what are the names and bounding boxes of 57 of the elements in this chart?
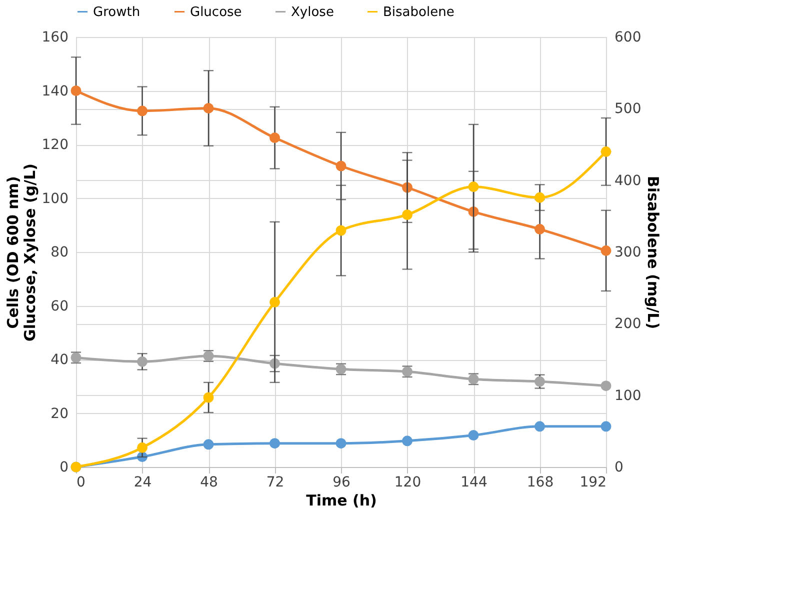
y-tick-label: 20	[50, 406, 68, 422]
point	[70, 352, 82, 363]
point	[137, 442, 148, 453]
y-tick-label: 60	[50, 298, 68, 314]
x-tick-label: 0	[76, 474, 86, 490]
y2-tick-label: 300	[614, 244, 642, 260]
point	[137, 356, 148, 367]
y2-tick-label: 400	[614, 172, 642, 189]
y2-tick-label: 500	[614, 101, 642, 118]
point	[270, 438, 280, 449]
point	[270, 132, 280, 144]
point	[600, 146, 612, 157]
legend-label: Xylose	[291, 4, 334, 20]
point	[203, 392, 214, 403]
y2-tick-label: 600	[614, 30, 642, 46]
point	[402, 436, 412, 446]
point	[468, 430, 479, 441]
point	[534, 421, 545, 432]
x-tick-label: 24	[134, 474, 152, 490]
x-tick-label: 168	[526, 474, 554, 490]
y-tick-label: 120	[42, 137, 68, 153]
x-tick-label: 144	[460, 474, 488, 490]
point	[336, 438, 346, 449]
x-axis-title: Time (h)	[306, 492, 377, 510]
y2-tick-label: 0	[614, 460, 624, 476]
y-tick-label: 160	[42, 30, 68, 46]
legend-label: Glucose	[190, 4, 242, 20]
x-tick-label: 120	[394, 474, 422, 490]
point	[336, 225, 346, 236]
point	[203, 102, 214, 114]
x-tick-label: 192	[580, 474, 606, 490]
y-tick-label: 40	[50, 352, 68, 368]
point	[402, 210, 412, 220]
y-tick-label: 0	[60, 460, 68, 476]
legend-label: Bisabolene	[383, 4, 454, 20]
point	[137, 106, 148, 116]
x-tick-label: 96	[332, 474, 350, 490]
y-tick-label: 80	[50, 244, 68, 260]
point	[534, 224, 545, 234]
point	[534, 192, 545, 203]
y2-tick-label: 200	[614, 316, 642, 332]
y2-tick-label: 100	[614, 388, 642, 404]
point	[203, 439, 214, 450]
point	[468, 182, 479, 192]
y-axis-title: Cells (OD 600 nm) Glucose, Xylose (g/L)	[4, 164, 39, 342]
y2-axis-title: Bisabolene (mg/L)	[644, 176, 662, 330]
y-tick-label: 140	[42, 83, 68, 100]
point	[600, 245, 612, 256]
y-tick-label: 100	[42, 190, 68, 207]
x-tick-label: 48	[200, 474, 218, 490]
legend-label: Growth	[93, 4, 140, 20]
x-tick-label: 72	[266, 474, 284, 490]
point	[600, 380, 612, 392]
point	[336, 160, 346, 172]
point	[270, 296, 280, 308]
point	[70, 86, 82, 96]
point	[600, 421, 612, 432]
